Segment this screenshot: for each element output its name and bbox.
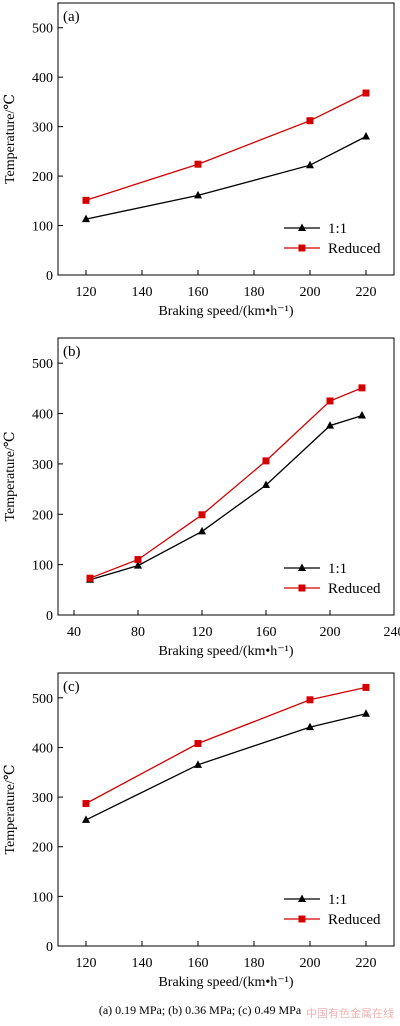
data-point-square (306, 117, 314, 125)
x-tick-label: 80 (131, 625, 145, 640)
legend-label: 1:1 (328, 221, 347, 237)
series-line-Reduced (85, 686, 367, 805)
x-tick-label: 200 (300, 956, 321, 971)
data-point-triangle (362, 709, 370, 717)
data-point-square (362, 683, 370, 691)
x-tick-label: 180 (244, 285, 265, 300)
x-tick-label: 140 (132, 956, 153, 971)
x-tick-label: 220 (356, 956, 377, 971)
plot-frame (57, 337, 395, 616)
figure-caption: (a) 0.19 MPa; (b) 0.36 MPa; (c) 0.49 MPa (98, 1003, 302, 1017)
x-tick-label: 120 (192, 625, 213, 640)
x-tick-label: 40 (67, 625, 81, 640)
x-tick-label: 120 (76, 285, 97, 300)
plot-frame (57, 672, 395, 947)
data-point-square (358, 384, 366, 392)
panel-label: (b) (63, 344, 81, 360)
data-point-square (326, 397, 334, 405)
y-tick-label: 0 (46, 609, 53, 624)
y-axis-label: Temperature/℃ (3, 764, 18, 854)
data-point-triangle (306, 722, 314, 731)
legend-label: Reduced (328, 912, 381, 928)
y-tick-label: 0 (46, 269, 53, 284)
x-tick-label: 140 (132, 285, 153, 300)
x-tick-label: 200 (320, 625, 341, 640)
data-point-triangle (362, 132, 370, 140)
y-tick-label: 100 (32, 220, 53, 235)
data-point-square (262, 457, 270, 465)
data-point-triangle (326, 421, 334, 429)
data-point-triangle (82, 815, 90, 823)
series-line-Reduced (85, 92, 367, 201)
x-tick-label: 240 (384, 625, 400, 640)
y-tick-label: 400 (32, 741, 53, 756)
x-tick-label: 160 (188, 956, 209, 971)
legend-label: Reduced (328, 581, 381, 597)
chart-panel-3: 120 140 160 180 200 220 0 100 200 300 400 500 Brakin… (3, 672, 395, 990)
series-line-1:1 (89, 414, 363, 581)
y-axis-label: Temperature/℃ (3, 94, 18, 184)
y-tick-label: 400 (32, 71, 53, 86)
legend-label: Reduced (328, 241, 381, 257)
x-axis-label: Braking speed/(km•h⁻¹) (158, 304, 293, 319)
x-tick-label: 200 (300, 285, 321, 300)
x-axis-label: Braking speed/(km•h⁻¹) (158, 975, 293, 990)
data-point-triangle (194, 190, 202, 199)
x-axis-label: Braking speed/(km•h⁻¹) (158, 644, 293, 659)
y-tick-label: 200 (32, 841, 53, 856)
y-tick-label: 300 (32, 458, 53, 473)
data-point-square (194, 160, 202, 168)
data-point-square (198, 511, 206, 519)
legend-label: 1:1 (328, 892, 347, 908)
data-point-triangle (262, 480, 270, 489)
series-line-1:1 (85, 713, 367, 821)
data-point-square (82, 800, 90, 808)
data-point-square (194, 739, 202, 747)
series-line-Reduced (89, 387, 363, 579)
plot-frame (57, 2, 395, 276)
legend-marker-triangle (298, 894, 306, 902)
y-tick-label: 100 (32, 559, 53, 574)
y-tick-label: 0 (46, 940, 53, 955)
x-tick-label: 160 (188, 285, 209, 300)
x-tick-label: 180 (244, 956, 265, 971)
data-point-triangle (358, 411, 366, 419)
data-point-square (362, 89, 370, 97)
chart-panel-1: 120 140 160 180 200 220 0 100 200 300 400 500 Brakin… (3, 2, 395, 319)
x-tick-label: 220 (356, 285, 377, 300)
panel-label: (c) (63, 679, 80, 695)
watermark-text: 中国有色金属在线 (306, 1007, 394, 1020)
legend-marker-square (298, 915, 306, 923)
data-point-square (86, 574, 94, 582)
data-point-triangle (134, 561, 142, 569)
data-point-triangle (194, 760, 202, 768)
x-tick-label: 120 (76, 956, 97, 971)
y-tick-label: 500 (32, 357, 53, 372)
data-point-square (306, 696, 314, 704)
data-point-triangle (82, 214, 90, 223)
y-tick-label: 400 (32, 408, 53, 423)
y-tick-label: 500 (32, 692, 53, 707)
legend-label: 1:1 (328, 561, 347, 577)
panel-label: (a) (63, 9, 80, 25)
y-tick-label: 300 (32, 121, 53, 136)
data-point-square (82, 196, 90, 204)
legend-marker-triangle (298, 563, 306, 571)
legend-marker-square (298, 584, 306, 592)
y-tick-label: 200 (32, 508, 53, 523)
y-tick-label: 300 (32, 791, 53, 806)
y-tick-label: 200 (32, 170, 53, 185)
x-tick-label: 160 (256, 625, 277, 640)
legend-marker-triangle (298, 223, 306, 231)
y-axis-label: Temperature/℃ (3, 431, 18, 521)
chart-panel-2: 40 80 120 160 200 240 0 100 200 300 400 500 Braking … (3, 337, 400, 659)
y-tick-label: 100 (32, 890, 53, 905)
series-line-1:1 (85, 135, 367, 220)
data-point-triangle (306, 160, 314, 169)
data-point-triangle (198, 526, 206, 535)
y-tick-label: 500 (32, 22, 53, 37)
legend-marker-square (298, 244, 306, 252)
data-point-square (134, 556, 142, 564)
